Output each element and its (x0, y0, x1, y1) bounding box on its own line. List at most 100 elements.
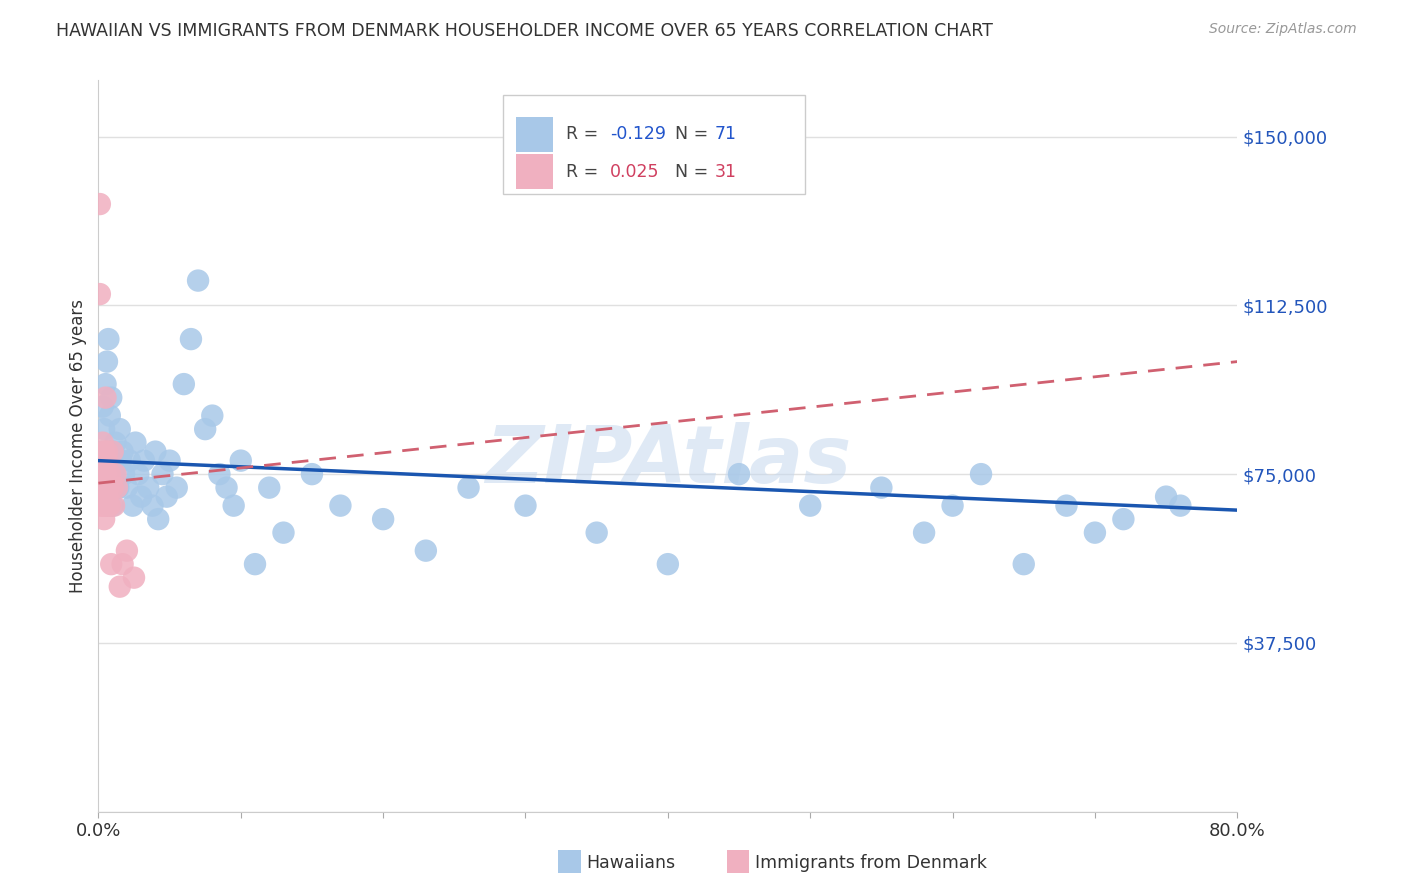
Point (136, 481, 159, 495)
Point (1154, 490, 1177, 504)
Point (329, 499, 352, 513)
Point (1056, 499, 1078, 513)
Point (111, 444, 134, 458)
Point (97, 481, 120, 495)
Point (129, 490, 152, 504)
Text: 0.025: 0.025 (610, 163, 659, 181)
Point (91, 467, 114, 482)
Point (728, 467, 751, 482)
Y-axis label: Householder Income Over 65 years: Householder Income Over 65 years (69, 299, 87, 593)
Point (273, 525, 295, 540)
Point (91, 481, 114, 495)
Point (104, 467, 127, 482)
Text: N =: N = (675, 163, 713, 181)
Point (118, 453, 141, 467)
Point (111, 557, 134, 571)
Point (457, 481, 479, 495)
Point (93, 512, 115, 526)
Point (90, 481, 112, 495)
Point (94, 391, 117, 405)
Point (152, 467, 174, 482)
Point (108, 422, 131, 436)
Point (141, 499, 163, 513)
Point (1084, 525, 1107, 540)
Point (90, 453, 112, 467)
Point (96, 453, 118, 467)
Point (180, 332, 202, 346)
Text: ZIPAtlas: ZIPAtlas (485, 422, 851, 500)
Point (1170, 499, 1192, 513)
Point (208, 467, 231, 482)
Point (115, 481, 138, 495)
Point (91, 435, 114, 450)
Point (91, 400, 114, 414)
Point (100, 557, 122, 571)
Point (90, 499, 112, 513)
Point (89, 287, 111, 301)
Point (301, 467, 323, 482)
Point (98, 409, 121, 423)
Point (91, 499, 114, 513)
Point (127, 467, 149, 482)
Text: 71: 71 (714, 126, 737, 144)
Point (112, 467, 135, 482)
Point (259, 481, 281, 495)
Point (145, 444, 167, 458)
Point (657, 557, 679, 571)
Point (105, 481, 128, 495)
Text: -0.129: -0.129 (610, 126, 666, 144)
Point (229, 453, 252, 467)
Point (942, 499, 965, 513)
Text: R =: R = (567, 163, 605, 181)
Point (115, 543, 138, 558)
Point (222, 499, 245, 513)
Point (97, 332, 120, 346)
Point (100, 481, 122, 495)
Point (105, 453, 128, 467)
Point (98, 467, 121, 482)
Point (215, 481, 238, 495)
Point (173, 377, 195, 392)
Point (104, 435, 127, 450)
Point (89, 197, 111, 211)
Point (101, 481, 124, 495)
Point (94, 499, 117, 513)
Point (912, 525, 935, 540)
Point (201, 409, 224, 423)
Point (94, 467, 117, 482)
Point (156, 490, 179, 504)
Point (122, 571, 145, 585)
Point (97, 499, 120, 513)
Point (110, 453, 132, 467)
Text: HAWAIIAN VS IMMIGRANTS FROM DENMARK HOUSEHOLDER INCOME OVER 65 YEARS CORRELATION: HAWAIIAN VS IMMIGRANTS FROM DENMARK HOUS… (56, 22, 993, 40)
Point (98, 499, 121, 513)
Text: 31: 31 (714, 163, 737, 181)
Point (415, 543, 437, 558)
Point (166, 481, 188, 495)
Point (93, 481, 115, 495)
Point (101, 499, 124, 513)
Point (132, 453, 155, 467)
Point (96, 490, 118, 504)
Point (159, 453, 181, 467)
Point (98, 467, 121, 482)
Point (101, 444, 124, 458)
Point (373, 512, 395, 526)
Point (90, 444, 112, 458)
Point (103, 499, 125, 513)
Point (585, 525, 607, 540)
Point (148, 512, 170, 526)
Text: Hawaiians: Hawaiians (586, 854, 675, 871)
Point (96, 444, 118, 458)
Point (121, 499, 143, 513)
Point (108, 580, 131, 594)
Point (124, 435, 146, 450)
Point (243, 557, 266, 571)
Point (1112, 512, 1135, 526)
Point (94, 490, 117, 504)
Point (96, 354, 118, 368)
Point (515, 499, 537, 513)
Point (107, 481, 129, 495)
Point (187, 274, 209, 288)
Text: R =: R = (567, 126, 605, 144)
